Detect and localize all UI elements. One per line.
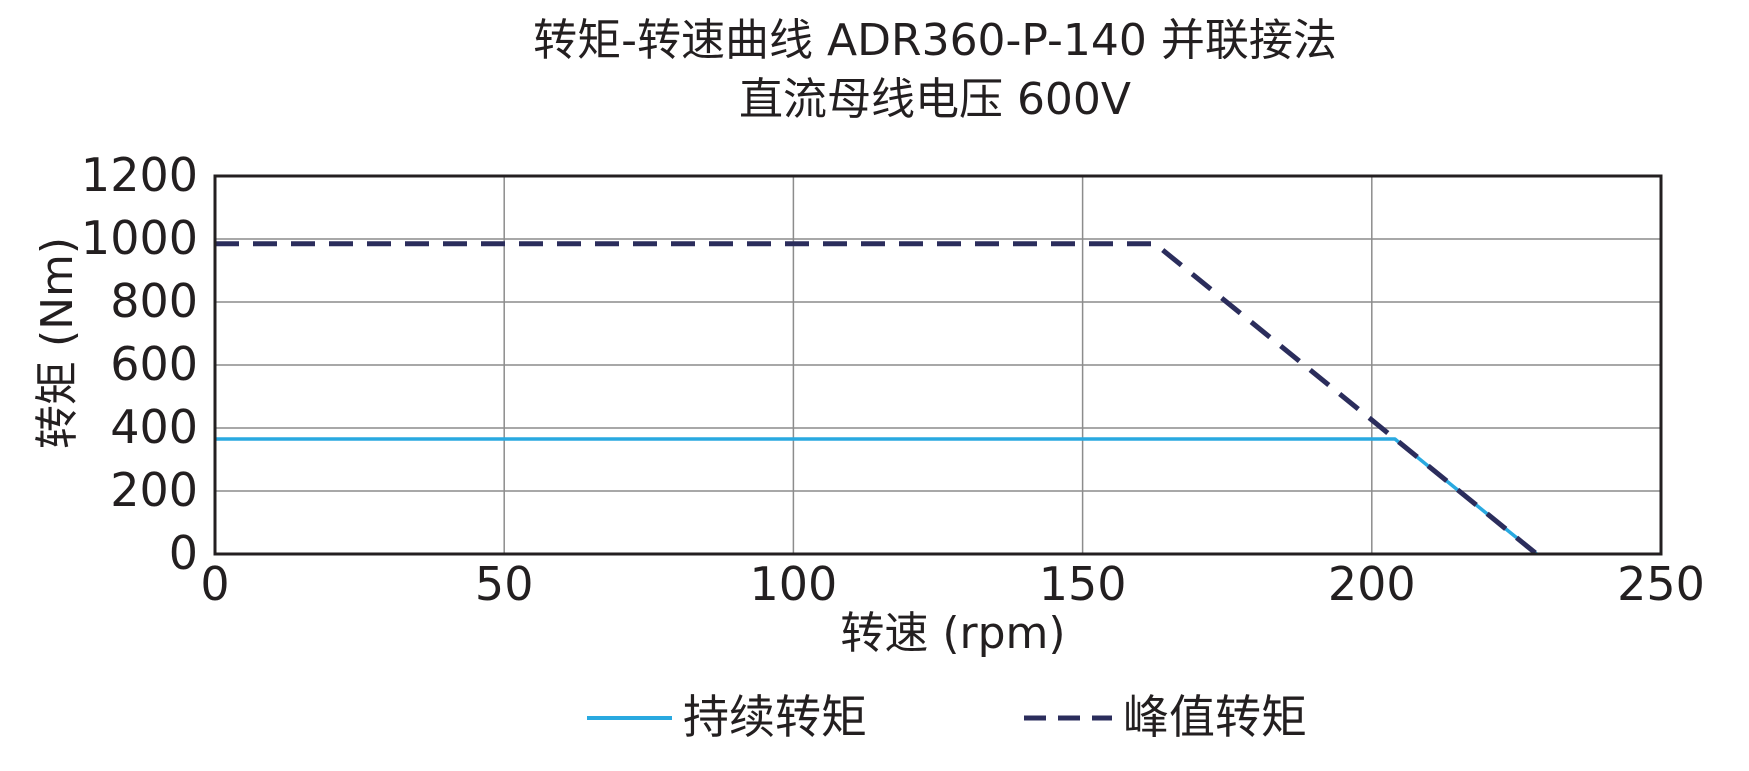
y-tick-label: 1000 bbox=[81, 211, 198, 265]
x-tick-labels: 0 50 100 150 200 250 bbox=[200, 557, 1705, 611]
y-tick-label: 600 bbox=[110, 337, 198, 391]
x-tick-label: 0 bbox=[200, 557, 229, 611]
plot-frame bbox=[213, 174, 1663, 556]
x-tick-label: 50 bbox=[475, 557, 534, 611]
x-tick-label: 200 bbox=[1328, 557, 1416, 611]
y-axis-label: 转矩 (Nm) bbox=[32, 237, 83, 449]
y-tick-label: 400 bbox=[110, 400, 198, 454]
legend: 持续转矩 峰值转矩 bbox=[587, 690, 1307, 744]
legend-label-continuous: 持续转矩 bbox=[683, 690, 867, 744]
x-tick-label: 100 bbox=[749, 557, 837, 611]
chart-title: 转矩-转速曲线 ADR360-P-140 并联接法 bbox=[533, 15, 1337, 66]
y-tick-label: 200 bbox=[110, 463, 198, 517]
y-tick-labels: 0 200 400 600 800 1000 1200 bbox=[81, 148, 198, 580]
x-axis-label: 转速 (rpm) bbox=[840, 608, 1065, 659]
x-tick-label: 150 bbox=[1039, 557, 1127, 611]
x-tick-label: 250 bbox=[1617, 557, 1705, 611]
grid-lines bbox=[215, 176, 1661, 554]
y-tick-label: 0 bbox=[169, 526, 198, 580]
series-lines bbox=[215, 241, 1539, 556]
series-line-peak bbox=[215, 241, 1539, 556]
legend-label-peak: 峰值转矩 bbox=[1123, 690, 1307, 744]
chart-subtitle: 直流母线电压 600V bbox=[739, 74, 1131, 125]
y-tick-label: 800 bbox=[110, 274, 198, 328]
series-line-continuous bbox=[215, 437, 1538, 556]
y-tick-label: 1200 bbox=[81, 148, 198, 202]
